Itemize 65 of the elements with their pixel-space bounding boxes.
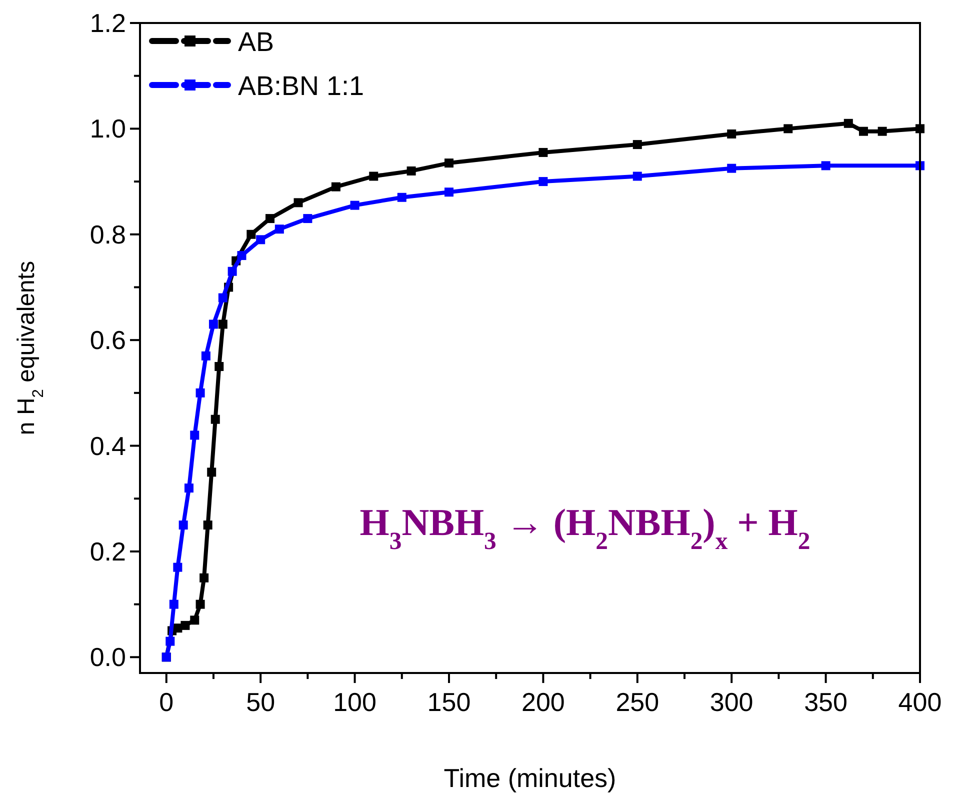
- point: [350, 200, 360, 210]
- point: [632, 140, 642, 150]
- y-tick-label: 0.8: [90, 219, 126, 250]
- point: [218, 320, 228, 329]
- y-tick-label: 1.2: [90, 8, 126, 38]
- legend-label: AB: [238, 27, 274, 57]
- point: [727, 129, 736, 138]
- point: [538, 177, 548, 186]
- point: [784, 124, 793, 134]
- point: [201, 351, 210, 360]
- point: [190, 616, 200, 625]
- point: [207, 468, 216, 477]
- y-tick-label: 1.0: [90, 114, 126, 144]
- point: [203, 520, 212, 530]
- point: [844, 118, 853, 128]
- x-tick-label: 50: [246, 687, 276, 717]
- point: [196, 600, 205, 609]
- point: [274, 224, 284, 234]
- point: [294, 198, 303, 208]
- x-tick-label: 400: [898, 687, 942, 717]
- point: [208, 320, 218, 329]
- point: [397, 192, 406, 202]
- x-tick-label: 100: [333, 687, 376, 717]
- point: [173, 562, 182, 572]
- point: [444, 158, 454, 168]
- y-tick-label: 0.0: [90, 642, 126, 672]
- point: [178, 520, 188, 530]
- point: [303, 214, 312, 224]
- point: [858, 126, 868, 136]
- point: [218, 293, 228, 302]
- point: [246, 230, 256, 239]
- point: [169, 600, 178, 609]
- legend-label: AB:BN 1:1: [238, 71, 364, 101]
- point: [538, 148, 548, 157]
- point: [228, 266, 237, 276]
- point: [821, 161, 830, 170]
- x-tick-label: 350: [804, 687, 848, 717]
- point: [196, 388, 205, 398]
- point: [266, 214, 274, 224]
- x-tick-label: 150: [427, 687, 471, 717]
- y-tick-label: 0.2: [90, 536, 126, 566]
- x-tick-label: 250: [616, 687, 660, 717]
- point: [214, 362, 224, 371]
- point: [878, 126, 887, 136]
- point: [166, 636, 175, 646]
- x-tick-label: 200: [521, 687, 565, 717]
- point: [331, 182, 340, 192]
- x-tick-label: 0: [159, 687, 174, 717]
- x-tick-label: 300: [710, 687, 754, 717]
- point: [210, 414, 220, 424]
- y-tick-label: 0.6: [90, 325, 126, 356]
- x-axis-title: Time (minutes): [444, 763, 616, 793]
- point: [180, 620, 190, 630]
- point: [200, 573, 209, 582]
- text: H$_{3}$NBH$_{3}$ → (H$_{2}$NBH$_{2}$)$_{x}$ + H$_{2}$: [360, 502, 810, 554]
- point: [237, 251, 246, 260]
- point: [190, 430, 200, 440]
- point: [727, 164, 736, 173]
- point: [369, 172, 378, 181]
- point: [256, 235, 266, 244]
- point: [406, 166, 416, 176]
- y-tick-label: 0.4: [90, 430, 126, 461]
- point: [632, 172, 642, 181]
- point: [444, 188, 454, 197]
- point: [184, 484, 194, 493]
